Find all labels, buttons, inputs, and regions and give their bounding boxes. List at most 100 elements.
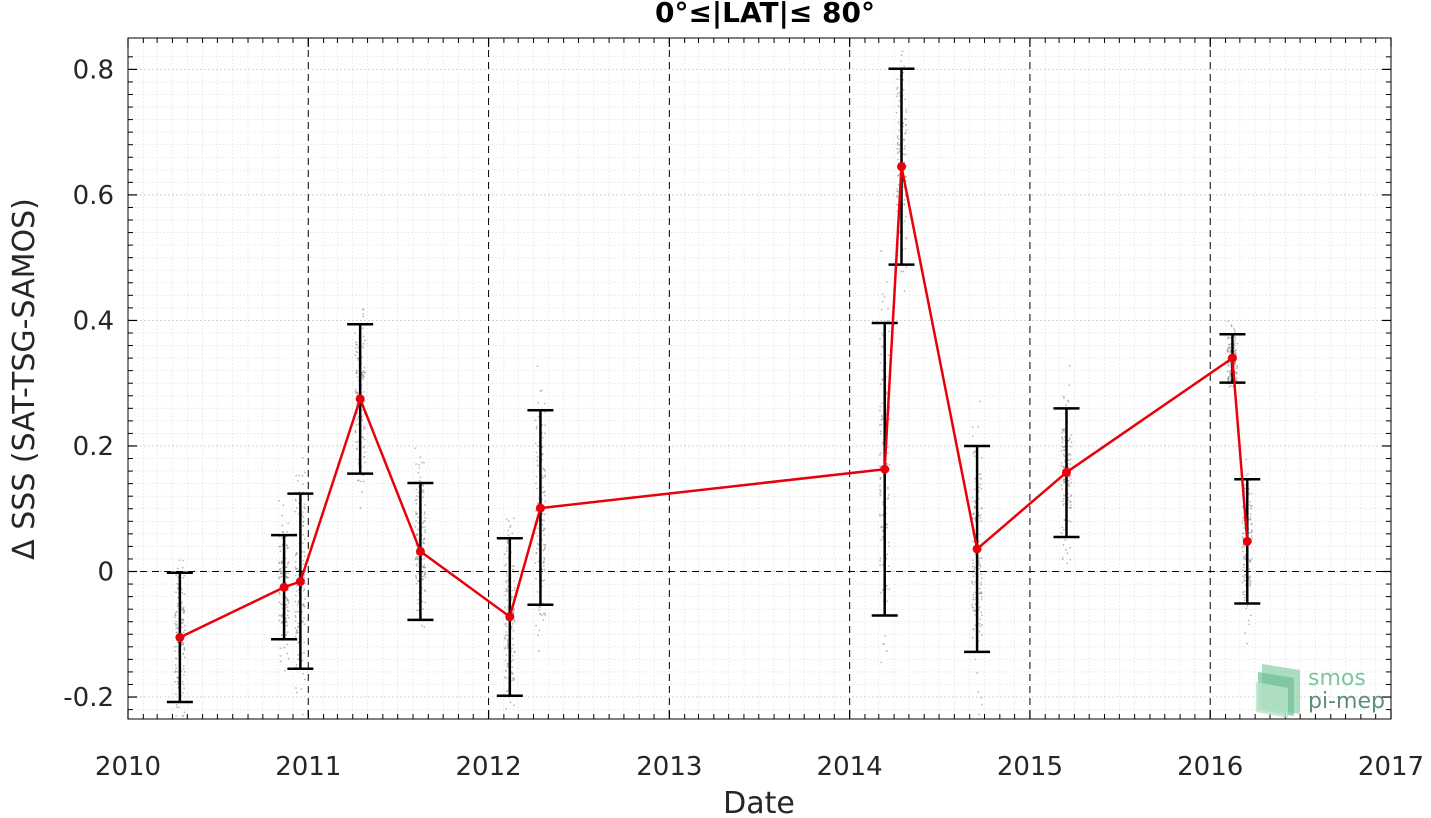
background-point <box>357 423 360 425</box>
background-point <box>177 586 180 589</box>
background-point <box>904 98 907 101</box>
background-point <box>1248 518 1250 520</box>
background-point <box>1062 453 1065 456</box>
background-point <box>303 555 306 558</box>
background-point <box>418 467 421 469</box>
background-point <box>896 195 899 197</box>
background-point <box>297 654 299 656</box>
background-point <box>505 563 508 566</box>
background-point <box>896 203 898 206</box>
background-point <box>903 153 905 156</box>
background-point <box>973 566 976 569</box>
background-point <box>1233 336 1236 338</box>
background-point <box>880 418 883 421</box>
background-point <box>896 143 899 145</box>
background-point <box>544 475 547 478</box>
background-point <box>303 617 305 619</box>
background-point <box>182 715 185 717</box>
background-point <box>286 562 289 565</box>
background-point <box>1242 519 1245 522</box>
background-point <box>974 505 976 508</box>
background-point <box>544 432 546 435</box>
background-point <box>415 519 418 522</box>
background-point <box>175 627 178 630</box>
background-point <box>424 531 426 534</box>
background-point <box>1244 484 1246 487</box>
background-point <box>177 596 179 599</box>
background-point <box>978 540 980 543</box>
background-point <box>296 603 299 606</box>
background-point <box>903 148 906 150</box>
background-point <box>287 616 290 619</box>
background-point <box>879 465 881 468</box>
background-point <box>183 670 186 673</box>
background-point <box>1248 493 1251 496</box>
background-point <box>974 591 977 594</box>
background-point <box>303 503 306 506</box>
background-point <box>363 366 366 369</box>
background-point <box>887 488 889 490</box>
background-point <box>302 604 305 606</box>
background-point <box>512 568 514 571</box>
background-point <box>513 678 515 681</box>
background-point <box>177 567 179 570</box>
background-point <box>898 148 901 150</box>
background-point <box>1068 452 1070 455</box>
background-point <box>296 584 298 587</box>
background-point <box>278 591 280 594</box>
plot-frame <box>127 37 1392 720</box>
background-point <box>896 147 899 150</box>
background-point <box>1061 445 1064 448</box>
background-point <box>420 461 423 464</box>
background-point <box>544 474 546 477</box>
background-point <box>357 357 359 360</box>
background-point <box>1226 370 1229 373</box>
background-point <box>423 537 426 540</box>
background-point <box>978 473 981 475</box>
background-point <box>544 545 547 548</box>
background-point <box>1251 537 1253 540</box>
background-point <box>510 628 513 630</box>
data-point <box>355 394 365 404</box>
background-point <box>543 519 545 522</box>
background-point <box>417 598 419 601</box>
background-point <box>363 445 365 448</box>
background-point <box>183 656 186 659</box>
background-point <box>905 237 908 240</box>
background-point <box>176 645 178 648</box>
background-point <box>511 564 514 567</box>
background-point <box>1235 348 1237 351</box>
background-point <box>541 453 544 456</box>
background-point <box>1245 607 1248 610</box>
background-point <box>543 579 546 581</box>
background-point <box>1227 376 1230 378</box>
background-point <box>364 339 366 342</box>
background-point <box>183 647 186 649</box>
background-point <box>1236 367 1238 370</box>
background-point <box>360 480 362 483</box>
x-tick-label: 2012 <box>455 752 521 782</box>
background-point <box>175 706 178 709</box>
data-point <box>1242 536 1252 546</box>
background-point <box>506 575 508 577</box>
background-point <box>301 713 304 716</box>
background-point <box>424 571 426 574</box>
background-point <box>279 550 282 552</box>
background-point <box>1242 593 1245 596</box>
background-point <box>882 334 884 337</box>
background-point <box>415 563 418 566</box>
background-point <box>539 390 542 393</box>
background-point <box>536 455 539 458</box>
background-point <box>504 564 506 567</box>
background-point <box>974 518 976 520</box>
background-point <box>294 620 297 623</box>
background-point <box>879 490 882 492</box>
data-point <box>295 577 305 587</box>
background-point <box>980 557 983 559</box>
background-point <box>978 486 980 489</box>
background-point <box>415 463 417 465</box>
background-point <box>883 643 885 645</box>
background-point <box>971 581 973 584</box>
background-point <box>981 634 983 636</box>
background-point <box>418 464 420 466</box>
